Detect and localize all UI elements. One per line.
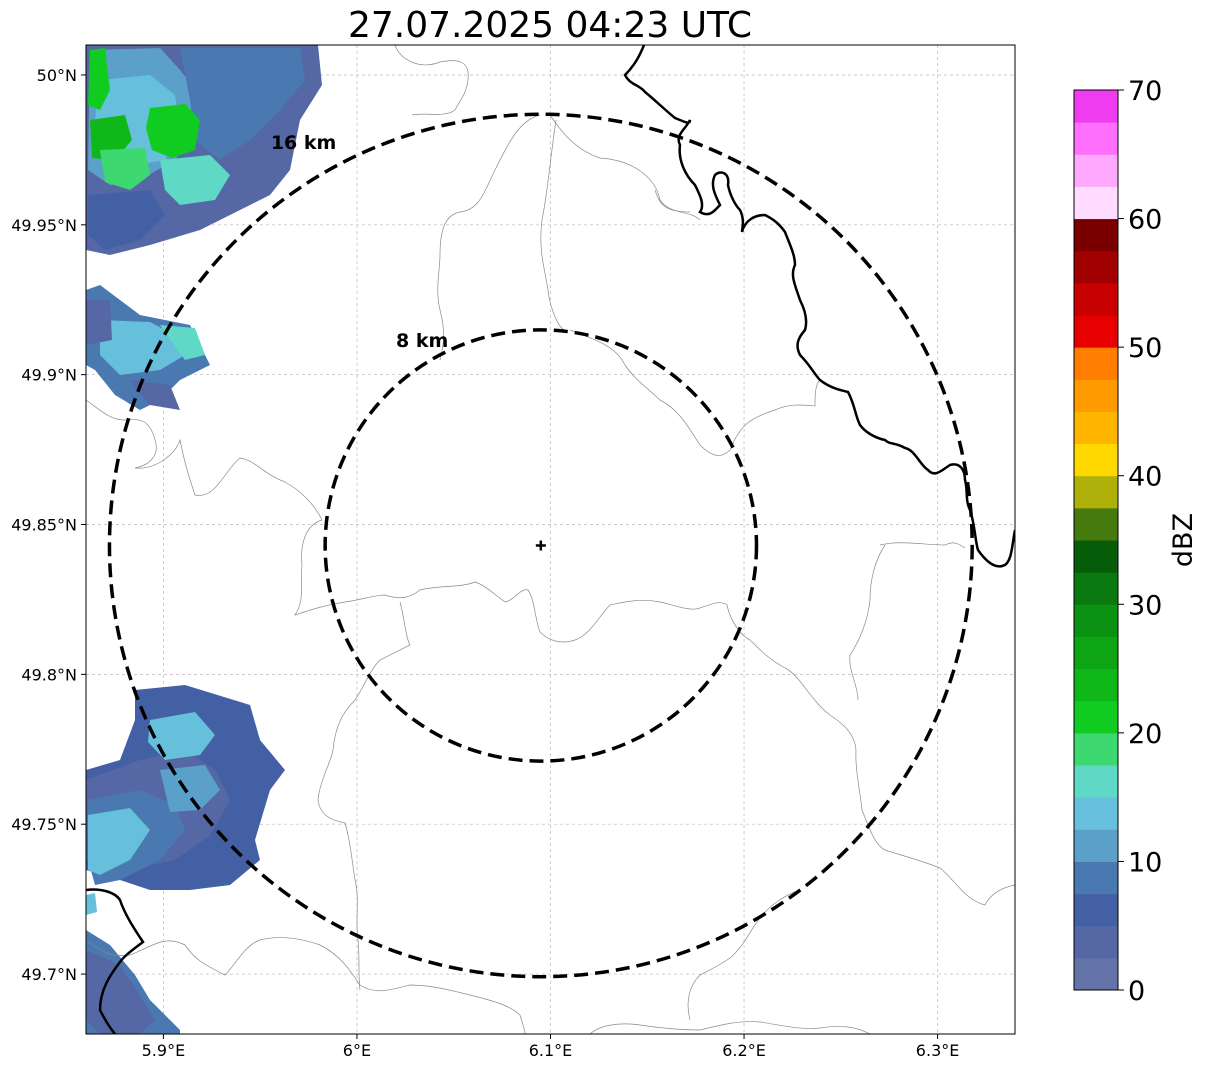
colorbar-tick-label: 10 — [1128, 847, 1162, 878]
colorbar-segment — [1074, 347, 1118, 380]
colorbar-tick-label: 70 — [1128, 76, 1162, 107]
colorbar-segment — [1074, 282, 1118, 316]
x-tick-label: 6°E — [343, 1041, 371, 1060]
colorbar-label: dBZ — [1168, 513, 1199, 567]
colorbar-tick-label: 50 — [1128, 333, 1162, 364]
colorbar-segment — [1074, 218, 1118, 252]
colorbar-segment — [1074, 90, 1118, 123]
colorbar-tick-label: 20 — [1128, 719, 1162, 750]
colorbar-segment — [1074, 315, 1118, 348]
figure-title: 27.07.2025 04:23 UTC — [348, 5, 752, 46]
colorbar-tick-label: 40 — [1128, 462, 1162, 493]
y-tick-label: 50°N — [37, 66, 77, 85]
x-tick-label: 6.3°E — [916, 1041, 960, 1060]
colorbar-segment — [1074, 636, 1118, 670]
colorbar-segment — [1074, 154, 1118, 187]
echo-cluster-southwest — [86, 685, 285, 1034]
y-tick-label: 49.8°N — [21, 665, 77, 684]
colorbar-segment — [1074, 250, 1118, 284]
colorbar-segment — [1074, 604, 1118, 637]
y-tick-label: 49.75°N — [11, 815, 77, 834]
y-tick-label: 49.95°N — [11, 216, 77, 235]
range-ring-label: 16 km — [271, 132, 337, 154]
colorbar-frame — [1073, 89, 1119, 991]
colorbar-tick-label: 30 — [1128, 590, 1162, 621]
colorbar-segment — [1074, 540, 1118, 573]
y-tick-label: 49.7°N — [21, 965, 77, 984]
y-tick-label: 49.9°N — [21, 366, 77, 385]
colorbar-segment — [1074, 925, 1118, 959]
colorbar-segment — [1074, 572, 1118, 605]
colorbar-segment — [1074, 443, 1118, 477]
range-rings: 8 km 16 km — [107, 112, 974, 979]
x-tick-label: 6.2°E — [722, 1041, 766, 1060]
y-tick-label: 49.85°N — [11, 516, 77, 535]
radar-site-marker — [535, 540, 546, 551]
range-ring — [323, 328, 759, 763]
colorbar-segment — [1074, 379, 1118, 412]
colorbar-segment — [1074, 893, 1118, 927]
range-ring — [107, 112, 974, 979]
colorbar-segment — [1074, 122, 1118, 155]
colorbar-segment — [1074, 186, 1118, 220]
colorbar-segment — [1074, 700, 1118, 734]
colorbar-segment — [1074, 829, 1118, 862]
colorbar-segment — [1074, 668, 1118, 702]
colorbar-segment — [1074, 507, 1118, 541]
colorbar-segment — [1074, 797, 1118, 830]
colorbar-segment — [1074, 765, 1118, 798]
colorbar: 0 10 20 30 40 50 60 70 dBZ — [1073, 76, 1199, 1007]
reflectivity-echoes — [86, 45, 322, 1034]
x-tick-label: 6.1°E — [529, 1041, 573, 1060]
echo-cluster-northwest — [86, 45, 322, 255]
administrative-boundaries — [86, 45, 1015, 1034]
x-tick-label: 5.9°E — [142, 1041, 186, 1060]
colorbar-tick-label: 60 — [1128, 205, 1162, 236]
colorbar-tick-label: 0 — [1128, 976, 1145, 1007]
colorbar-segment — [1074, 957, 1118, 991]
colorbar-segment — [1074, 475, 1118, 509]
y-axis-ticks: 50°N 49.95°N 49.9°N 49.85°N 49.8°N 49.75°N 49.… — [11, 66, 86, 984]
range-ring-label: 8 km — [396, 330, 448, 352]
colorbar-segment — [1074, 861, 1118, 895]
x-axis-ticks: 5.9°E 6°E 6.1°E 6.2°E 6.3°E — [142, 1034, 960, 1060]
colorbar-segment — [1074, 732, 1118, 766]
colorbar-segment — [1074, 411, 1118, 445]
national-border — [86, 45, 1015, 1034]
gridlines — [86, 45, 1015, 1034]
